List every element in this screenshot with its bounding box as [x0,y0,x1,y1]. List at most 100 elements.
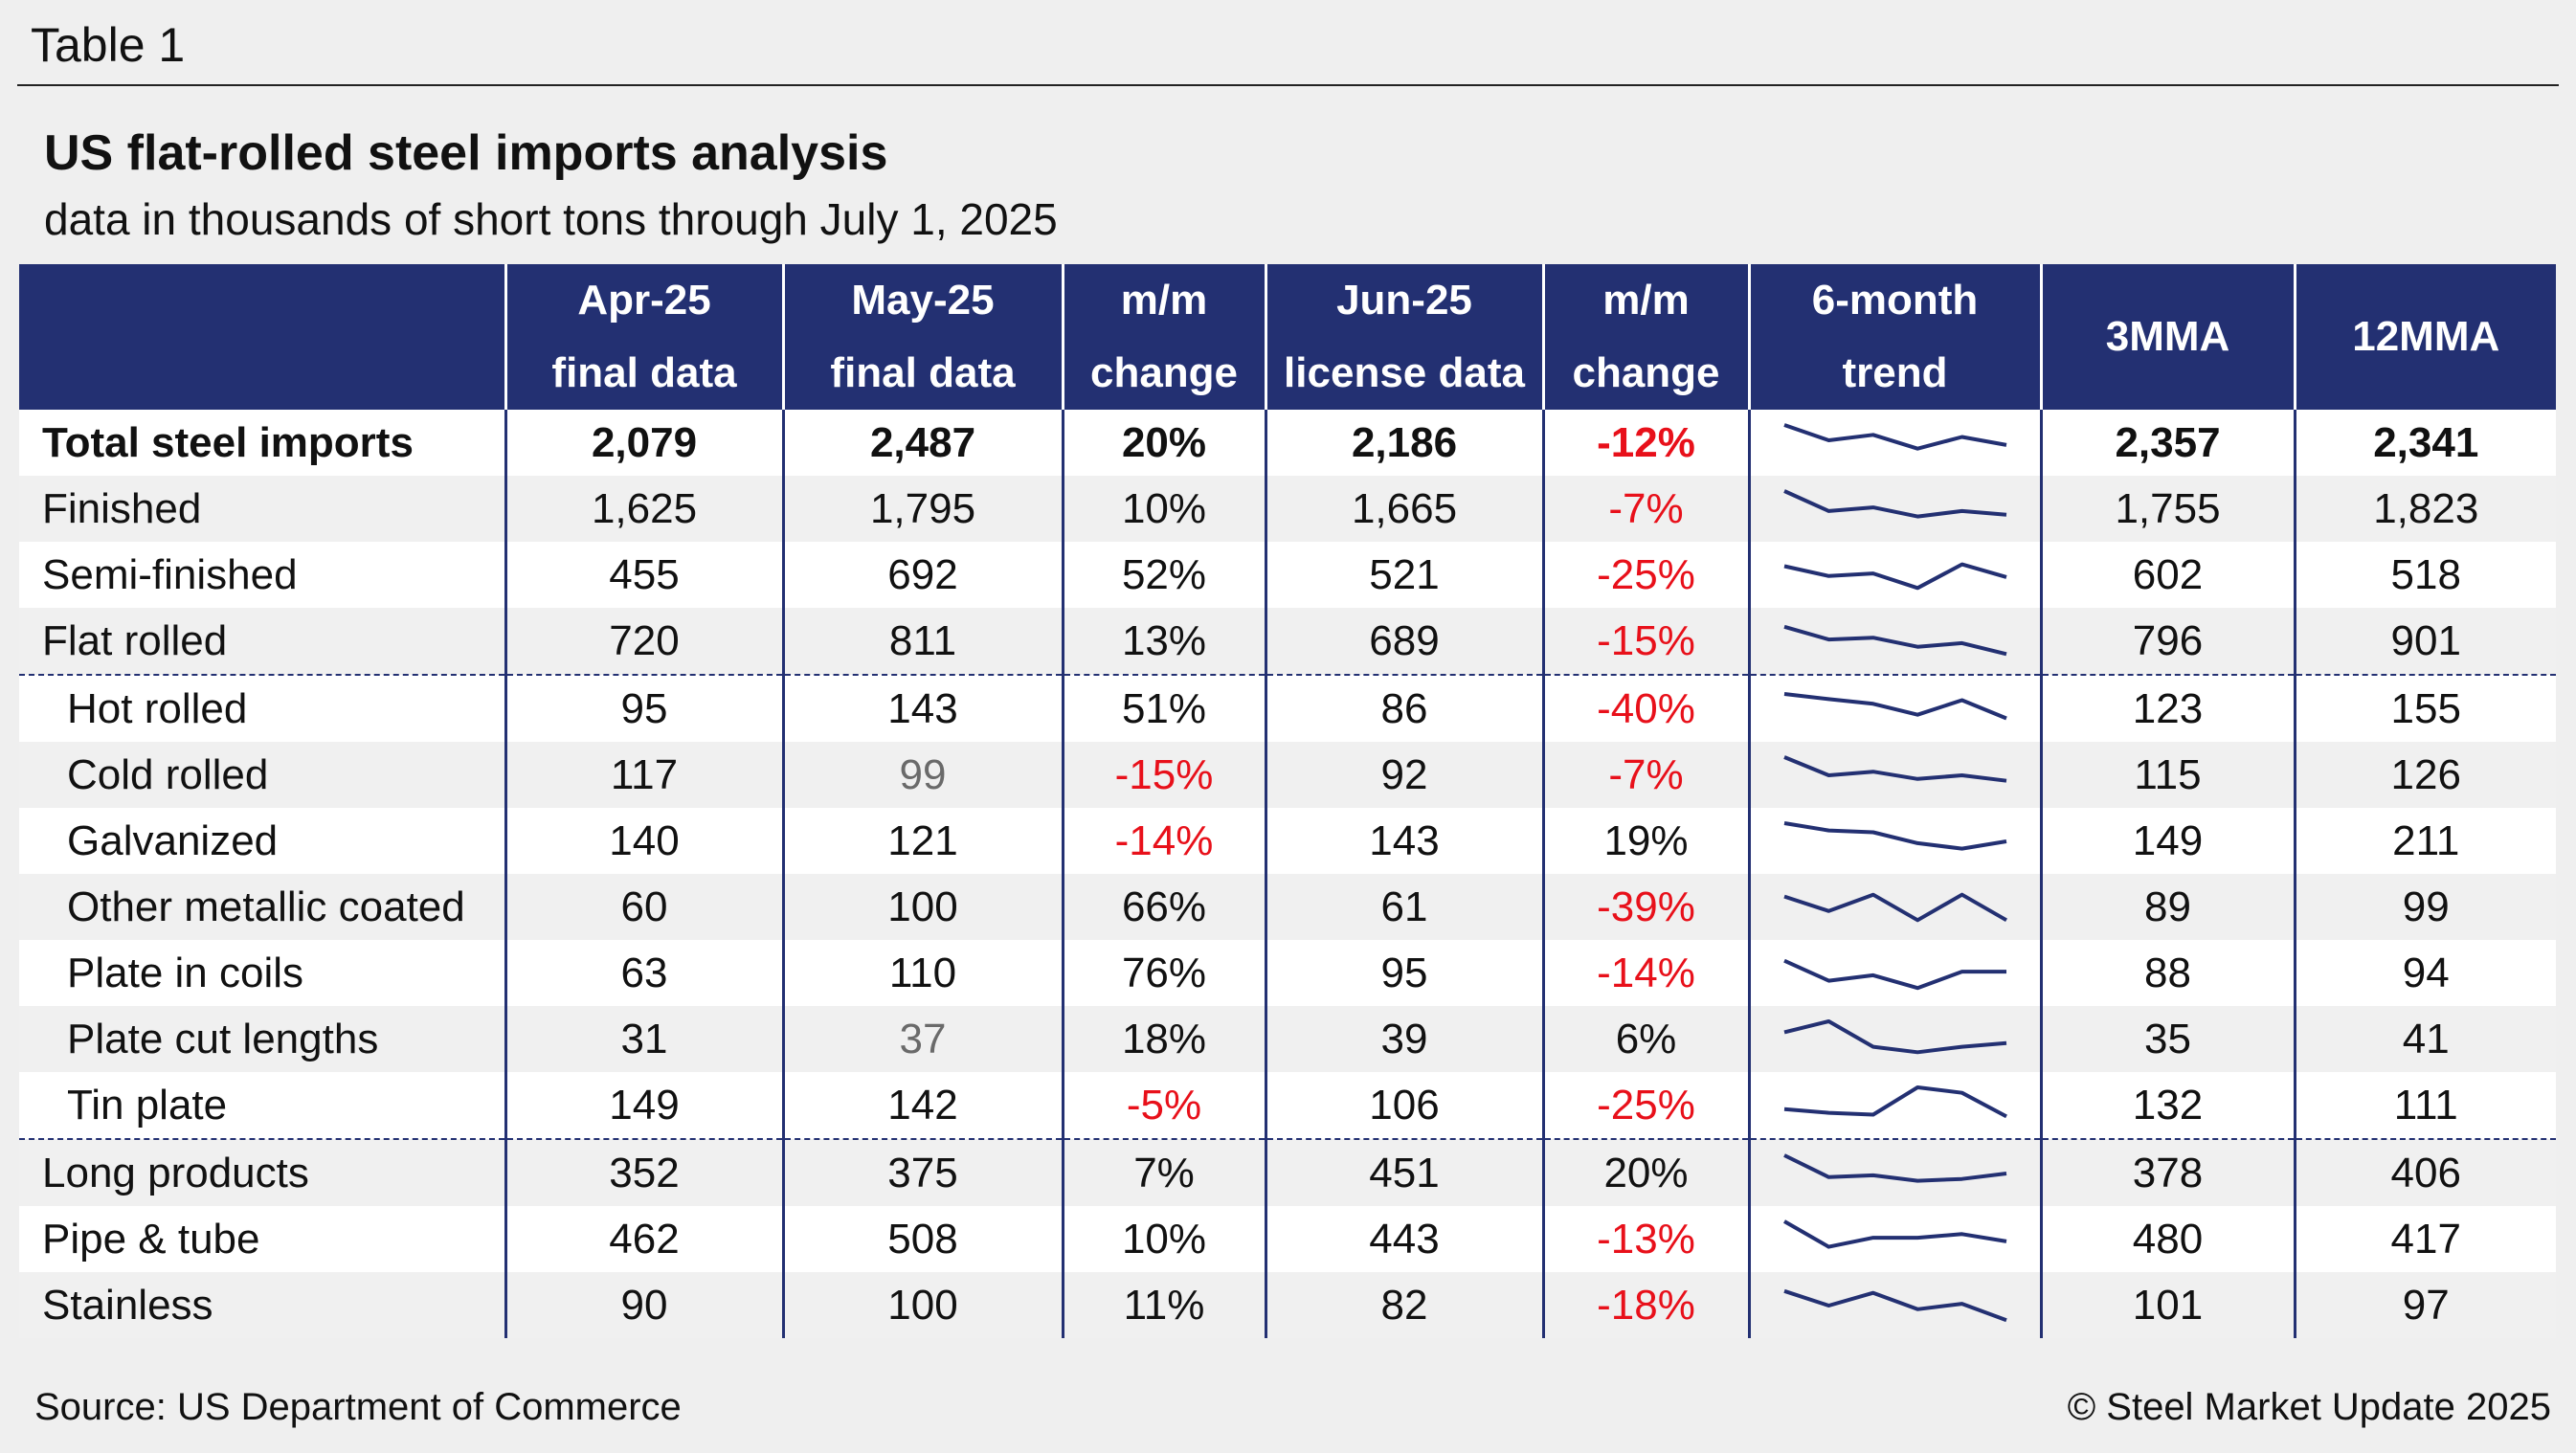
cell-value: 100 [781,1272,1063,1338]
trend-line [1782,488,2006,519]
trend-line [1782,958,2006,990]
column-header-line: final data [551,349,737,396]
cell-value: 101 [2039,1272,2295,1338]
column-header-8: 12MMA [2293,264,2556,410]
trend-cell [1747,808,2041,874]
cell-value: 7% [1061,1138,1266,1206]
trend-line [1782,1218,2006,1249]
cell-value: 88 [2039,940,2295,1006]
cell-value: 11% [1061,1272,1266,1338]
cell-value: 52% [1061,542,1266,608]
cell-value: 89 [2039,874,2295,940]
cell-value: 378 [2039,1138,2295,1206]
cell-value: 142 [781,1072,1063,1139]
cell-value: 692 [781,542,1063,608]
row-label: Semi-finished [19,542,505,608]
imports-table: Apr-25 final data May-25 final data m/m chang… [19,264,2556,1338]
cell-value: -12% [1541,410,1749,476]
column-header-0 [19,264,505,410]
cell-value: 117 [504,742,783,808]
cell-value: 689 [1264,608,1543,675]
cell-value: 99 [781,742,1063,808]
cell-value: 901 [2293,608,2556,675]
trend-cell [1747,1138,2041,1206]
cell-value: 35 [2039,1006,2295,1072]
table-row: Other metallic coated 60 100 66% 61 -39% 89 99 [19,874,2556,940]
trend-cell [1747,674,2041,742]
cell-value: 1,755 [2039,476,2295,542]
row-label: Finished [19,476,505,542]
cell-value: 76% [1061,940,1266,1006]
cell-value: 149 [504,1072,783,1139]
table-row: Plate in coils 63 110 76% 95 -14% 88 94 [19,940,2556,1006]
trend-line [1783,562,2007,590]
column-header-6: 6-month trend [1747,264,2041,410]
column-header-line [19,264,504,337]
cell-value: 10% [1061,1206,1266,1272]
trend-sparkline [1783,1018,2006,1054]
column-header-line: change [1089,349,1239,396]
table-row: Cold rolled 117 99 -15% 92 -7% 115 126 [19,742,2556,808]
table-row: Hot rolled 95 143 51% 86 -40% 123 155 [19,674,2556,742]
trend-sparkline [1783,562,2007,590]
row-label: Stainless [19,1272,505,1338]
trend-cell [1747,1006,2041,1072]
column-header-line: m/m [1602,277,1690,324]
cell-value: 521 [1264,542,1543,608]
cell-value: 132 [2039,1072,2295,1139]
trend-sparkline [1782,1152,2006,1183]
column-header-1: Apr-25 final data [504,264,783,410]
cell-value: 462 [504,1206,783,1272]
row-label: Plate in coils [19,940,505,1006]
cell-value: 10% [1061,476,1266,542]
cell-value: 100 [781,874,1063,940]
cell-value: 61 [1264,874,1543,940]
row-label: Plate cut lengths [19,1006,505,1072]
trend-line [1782,754,2006,783]
cell-value: 406 [2293,1138,2556,1206]
table-row: Pipe & tube 462 508 10% 443 -13% 480 417 [19,1206,2556,1272]
top-divider [17,84,2559,86]
column-header-line: m/m [1120,277,1208,324]
trend-line [1783,691,2007,720]
cell-value: 63 [504,940,783,1006]
cell-value: -40% [1541,674,1749,742]
trend-cell [1747,410,2041,476]
cell-value: 111 [2293,1072,2556,1139]
cell-value: 149 [2039,808,2295,874]
cell-value: 455 [504,542,783,608]
cell-value: 20% [1061,410,1266,476]
cell-value: 115 [2039,742,2295,808]
cell-value: 375 [781,1138,1063,1206]
row-label: Other metallic coated [19,874,505,940]
column-header-line [19,337,504,410]
cell-value: -5% [1061,1072,1266,1139]
column-header-2: May-25 final data [781,264,1063,410]
cell-value: 1,625 [504,476,783,542]
cell-value: 95 [504,674,783,742]
cell-value: 720 [504,608,783,675]
cell-value: 518 [2293,542,2556,608]
cell-value: 13% [1061,608,1266,675]
cell-value: 602 [2039,542,2295,608]
cell-value: 39 [1264,1006,1543,1072]
trend-sparkline [1783,1084,2007,1118]
row-label: Long products [19,1138,505,1206]
cell-value: 352 [504,1138,783,1206]
cell-value: 417 [2293,1206,2556,1272]
trend-line [1783,820,2006,851]
cell-value: 82 [1264,1272,1543,1338]
cell-value: -15% [1541,608,1749,675]
page-title: US flat-rolled steel imports analysis [44,125,888,181]
cell-value: 121 [781,808,1063,874]
cell-value: 143 [781,674,1063,742]
trend-sparkline [1782,624,2006,656]
cell-value: 92 [1264,742,1543,808]
trend-cell [1747,1272,2041,1338]
table-row: Flat rolled 720 811 13% 689 -15% 796 901 [19,608,2556,675]
cell-value: 480 [2039,1206,2295,1272]
column-header-7: 3MMA [2039,264,2295,410]
column-header-line: 3MMA [2105,313,2230,360]
cell-value: 6% [1541,1006,1749,1072]
row-label: Total steel imports [19,410,505,476]
